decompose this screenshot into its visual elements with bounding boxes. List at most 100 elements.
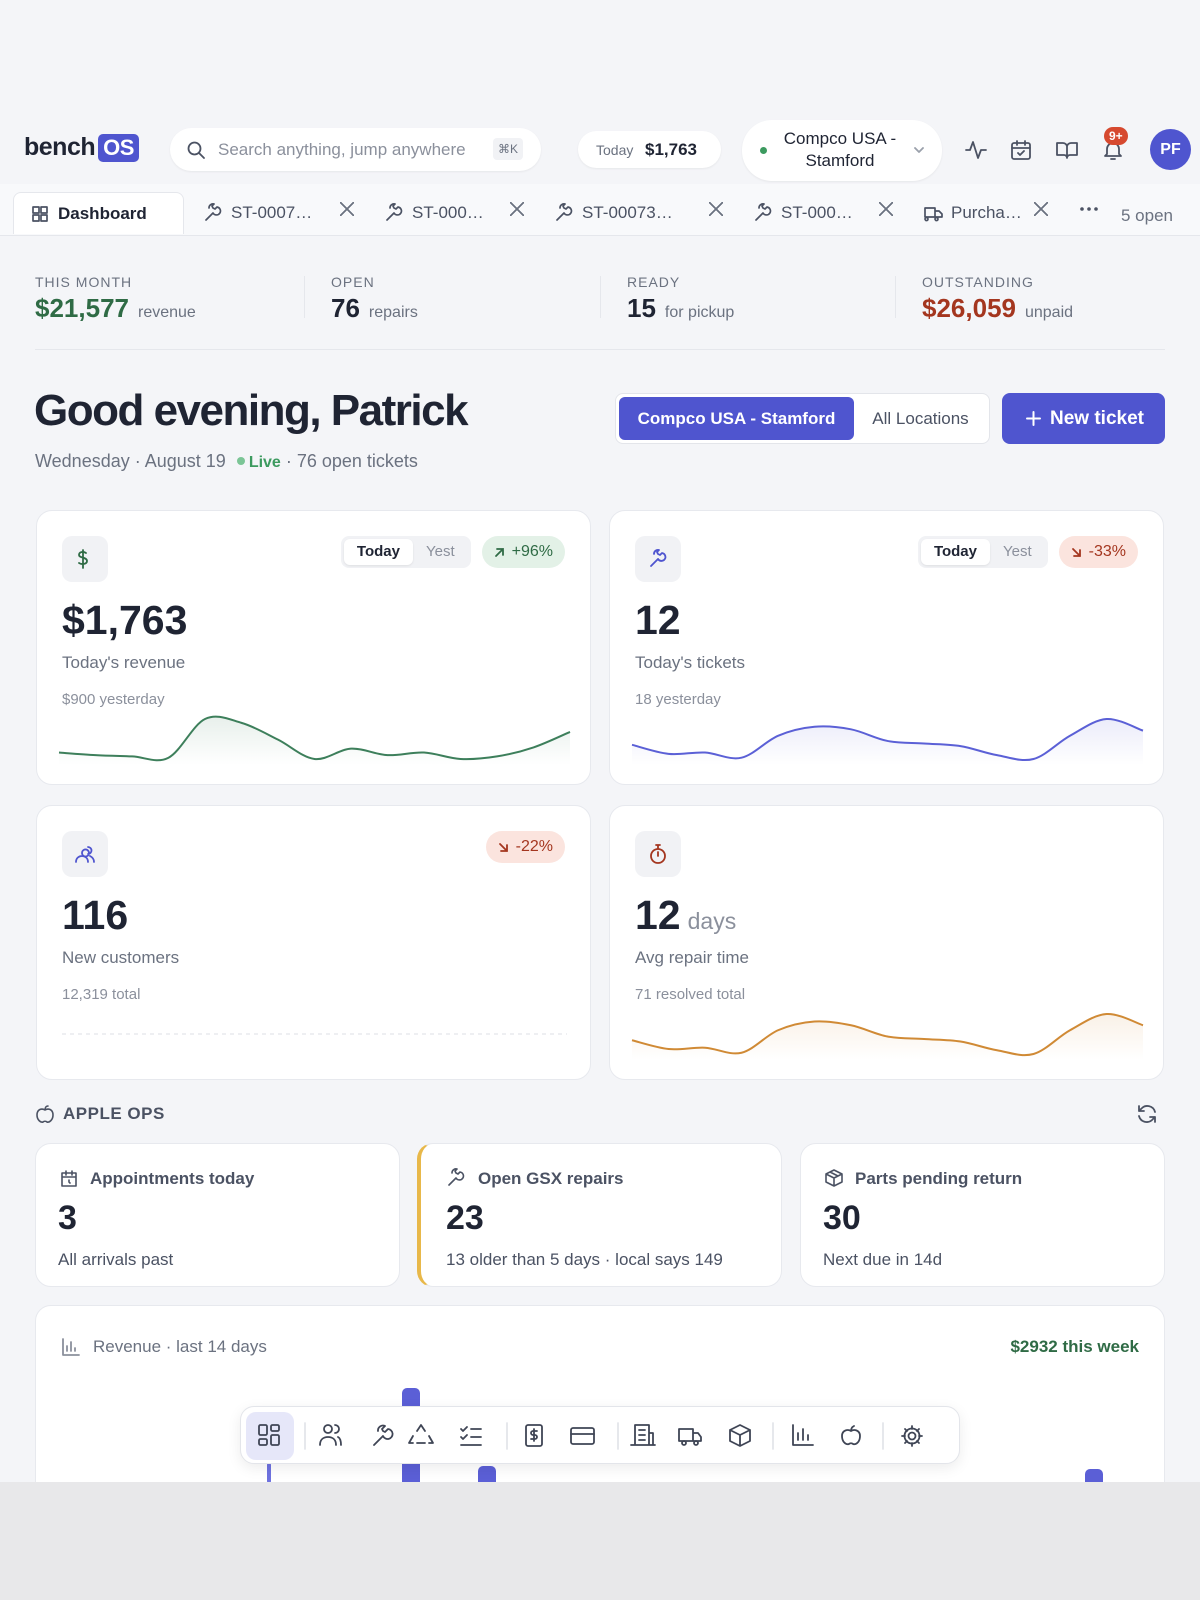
book-icon[interactable]: [1055, 138, 1079, 162]
tab-icon: [924, 207, 943, 222]
stat-unit: revenue: [137, 304, 196, 321]
chevron: [914, 147, 924, 153]
card-icon: [650, 549, 667, 567]
card-label: Today's revenue: [62, 653, 186, 672]
shortcut-hint: ⌘K: [493, 138, 524, 160]
new-ticket-button[interactable]: New ticket: [1002, 393, 1165, 444]
section-title: APPLE OPS: [63, 1104, 165, 1123]
location-name: Compco USA - Stamford: [783, 129, 897, 170]
stat-label: OPEN: [331, 274, 375, 290]
location-picker[interactable]: Compco USA - Stamford: [742, 120, 942, 181]
card-icon-box: [62, 831, 108, 877]
card-value: 116: [62, 892, 129, 938]
today-pill[interactable]: Today $1,763: [578, 131, 721, 168]
tab[interactable]: Purcha…: [905, 192, 1060, 234]
tab-active[interactable]: Dashboard: [13, 192, 184, 234]
stat-value-row: 15 for pickup: [627, 293, 734, 324]
tab-label: ST-000…: [412, 203, 484, 222]
stat-value: $21,577: [35, 293, 129, 323]
dock-tasks[interactable]: [460, 1426, 482, 1446]
card-value-row: 12: [635, 597, 681, 644]
card-icon: [75, 846, 95, 863]
tab-label: Purcha…: [951, 203, 1022, 222]
icon-path: [205, 203, 222, 221]
change-value: -33%: [1088, 543, 1126, 560]
apple-icon: [36, 1105, 54, 1123]
dock-apple[interactable]: [841, 1425, 861, 1446]
card-icon: [78, 549, 88, 569]
card-icon: [650, 844, 666, 864]
toggle-option[interactable]: All Locations: [872, 409, 969, 428]
stat-value: 76: [331, 293, 360, 323]
tab[interactable]: ST-0007…: [185, 192, 366, 234]
tab-icon: [205, 203, 222, 221]
period-option[interactable]: Yest: [425, 543, 455, 560]
dock-analytics[interactable]: [792, 1424, 814, 1446]
live-dot: [236, 457, 245, 465]
card-controls: Today Yest -33%: [917, 536, 1138, 568]
dock-shipping[interactable]: [678, 1428, 702, 1446]
trend-arrow: [494, 547, 504, 557]
dock-settings[interactable]: [901, 1425, 923, 1447]
refresh-icon[interactable]: [1136, 1103, 1158, 1125]
period-option[interactable]: Yest: [1003, 543, 1032, 560]
icon-path: [556, 203, 573, 221]
new-ticket-label: New ticket: [1050, 408, 1144, 429]
calendar-icon[interactable]: [1009, 138, 1033, 162]
dock-invoices[interactable]: [525, 1424, 543, 1447]
search-box[interactable]: Search anything, jump anywhere ⌘K: [170, 128, 541, 171]
dock-recycle[interactable]: [408, 1424, 434, 1444]
logo[interactable]: bench OS: [24, 133, 139, 162]
card-label: Today's tickets: [635, 653, 746, 672]
icon-path: [1071, 547, 1081, 557]
more-tabs[interactable]: [1079, 206, 1099, 212]
card-sub: 71 resolved total: [635, 986, 746, 1003]
bar: [1085, 1469, 1103, 1482]
period-option[interactable]: Today: [343, 539, 413, 565]
tab[interactable]: ST-000…: [366, 192, 536, 234]
stat-unit: unpaid: [1024, 304, 1074, 321]
icon-path: [825, 1169, 843, 1187]
card-sub: $900 yesterday: [62, 691, 165, 708]
dock-reports[interactable]: [630, 1424, 656, 1446]
card-unit: days: [687, 908, 737, 934]
icon-path: [924, 207, 943, 222]
tab-close[interactable]: [510, 202, 524, 216]
metric-card: Today Yest -33% 12 Today's tickets 18 yesterd…: [609, 510, 1164, 785]
card-value-row: $1,763: [62, 597, 187, 644]
avatar[interactable]: PF: [1150, 129, 1191, 170]
dock-customers[interactable]: [319, 1424, 342, 1446]
period-option[interactable]: Today: [920, 539, 990, 565]
toggle-option-active[interactable]: Compco USA - Stamford: [619, 397, 854, 440]
sparkline: [58, 715, 571, 762]
sparkline: [631, 717, 1144, 762]
logo-text: bench: [24, 133, 96, 161]
greeting-subtitle: Wednesday · August 19 Live · 76 open tic…: [35, 451, 418, 472]
change-pill: -22%: [485, 831, 565, 863]
notification-badge: 9+: [1104, 127, 1128, 145]
tab-label: Dashboard: [58, 203, 147, 223]
ops-title: Open GSX repairs: [478, 1169, 624, 1188]
sparkline-area: [631, 1012, 1144, 1060]
location-toggle: Compco USA - Stamford All Locations: [615, 393, 990, 444]
tab[interactable]: ST-000…: [735, 192, 905, 234]
tab-close[interactable]: [709, 202, 723, 216]
card-controls: -22%: [485, 831, 565, 863]
dock-inventory[interactable]: [729, 1424, 751, 1447]
dock-payments[interactable]: [570, 1427, 595, 1445]
tab-close[interactable]: [340, 202, 354, 216]
activity-icon[interactable]: [964, 138, 988, 162]
tab[interactable]: ST-00073…: [536, 192, 735, 234]
card-value: 12: [635, 597, 681, 643]
tab-label: ST-0007…: [231, 203, 313, 222]
dock-dashboard[interactable]: [258, 1424, 280, 1446]
sparkline: [631, 1012, 1144, 1057]
card-value: $1,763: [62, 597, 188, 643]
metric-card: Today Yest +96% $1,763 Today's revenue $900 y…: [36, 510, 591, 785]
dock-active: [246, 1412, 294, 1460]
logo-badge: OS: [98, 134, 139, 162]
tab-close[interactable]: [1034, 202, 1048, 216]
stat-value: $26,059: [922, 293, 1016, 323]
dock-repairs[interactable]: [373, 1424, 394, 1446]
tab-close[interactable]: [879, 202, 893, 216]
